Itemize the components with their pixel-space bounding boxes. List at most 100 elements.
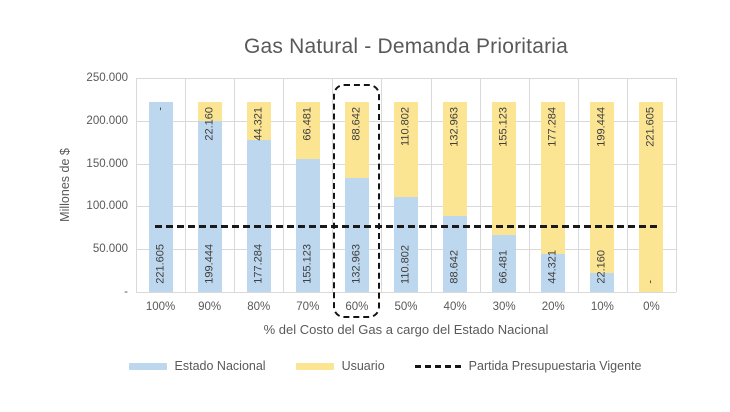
legend-item-estado-nacional: Estado Nacional [128,359,266,373]
y-tick-label: - [124,286,128,298]
legend-swatch-estado-nacional-icon [128,362,167,370]
gridline-vertical [626,78,628,292]
stacked-bar [590,102,615,292]
gridline-vertical [577,78,579,292]
gridline-vertical [381,78,383,292]
bar-column: 221.605 - [627,78,676,292]
bar-column: 132.963 88.642 [431,78,480,292]
plot-area: - 221.605 22.160 199.444 44.321 177.284 66.481… [136,78,677,293]
chart-title: Gas Natural - Demanda Prioritaria [243,35,569,58]
bar-column: - 221.605 [136,78,185,292]
data-label-estado-nacional: 155.123 [301,244,314,284]
y-tick-label: 250.000 [86,72,128,84]
stacked-bar [541,102,566,292]
data-label-estado-nacional: 199.444 [203,244,216,284]
stacked-bar [246,102,271,292]
gridline-vertical [283,78,285,292]
bar-segment-usuario [590,102,615,274]
data-label-usuario: 177.284 [546,107,559,148]
gridline-vertical [136,78,137,292]
data-label-usuario: 155.123 [497,107,510,148]
bar-segment-estado-nacional [590,273,615,292]
stacked-bar [639,102,664,292]
bar-column: 110.802 110.802 [381,78,430,292]
bar-column: 177.284 44.321 [529,78,578,292]
legend-label: Usuario [341,359,385,373]
legend: Estado Nacional Usuario Partida Presupuest… [85,359,685,373]
data-label-usuario: 199.444 [595,107,608,148]
bar-segment-usuario [246,102,271,141]
bar-segment-estado-nacional [541,254,566,292]
data-label-usuario: 132.963 [448,107,461,148]
x-tick-label: 50% [394,301,418,313]
data-label-estado-nacional: 22.160 [595,250,608,284]
legend-label: Partida Presupuestaria Vigente [468,359,642,373]
y-tick-label: 100.000 [86,200,128,213]
bar-segment-usuario [639,102,664,292]
legend-swatch-usuario-icon [295,362,334,370]
stacked-bar [344,102,369,292]
bar-segment-usuario [295,102,320,160]
data-label-usuario: 44.321 [252,107,265,141]
data-label-usuario: 66.481 [301,107,314,141]
stacked-bar [492,102,517,292]
bar-column: 44.321 177.284 [234,78,283,292]
bar-segment-estado-nacional [344,178,369,292]
data-label-usuario: 110.802 [399,107,412,147]
legend-label: Estado Nacional [174,359,266,373]
bar-segment-estado-nacional [393,197,418,292]
legend-item-partida-presupuestaria-vigente: Partida Presupuestaria Vigente [414,359,642,373]
data-label-usuario: 22.160 [203,107,216,141]
y-tick-label: 150.000 [86,157,128,170]
y-tick-label: 200.000 [86,114,128,127]
stacked-bar [197,102,222,292]
x-tick-label: 20% [541,301,565,313]
bar-segment-estado-nacional [197,121,222,292]
bar-segment-estado-nacional [492,235,517,292]
bar-segment-usuario [443,102,468,217]
data-label-estado-nacional: 221.605 [154,244,167,284]
gridline-horizontal [136,292,676,293]
gridline-vertical [528,78,530,292]
y-tick-label: 50.000 [92,243,128,256]
bar-column: 22.160 199.444 [185,78,234,292]
bar-segment-estado-nacional [246,140,271,292]
data-label-estado-nacional: 177.284 [252,244,265,284]
bar-segment-usuario [344,102,369,179]
bar-column: 66.481 155.123 [283,78,332,292]
x-tick-label: 80% [247,301,271,313]
bar-segment-estado-nacional [148,102,173,292]
x-tick-label: 60% [345,301,369,313]
data-label-estado-nacional: 110.802 [399,245,412,284]
gridline-vertical [185,78,187,292]
data-label-usuario: - [154,107,167,111]
stacked-bar [443,102,468,292]
data-label-estado-nacional: 66.481 [497,250,510,284]
legend-swatch-partida-presupuestaria-vigente-icon [414,364,461,368]
reference-line [154,225,658,229]
data-label-estado-nacional: 44.321 [546,250,559,284]
data-label-estado-nacional: - [644,280,657,284]
bar-segment-estado-nacional [443,216,468,292]
stacked-bar [393,102,418,292]
x-tick-label: 30% [492,301,516,313]
gridline-horizontal [136,78,676,79]
data-label-usuario: 221.605 [644,107,657,148]
x-axis-title: % del Costo del Gas a cargo del Estado N… [263,322,549,337]
gridline-vertical [332,78,334,292]
bar-column: 88.642 132.963 [332,78,381,292]
gridline-vertical [676,78,677,292]
gridline-vertical [479,78,481,292]
gridline-vertical [430,78,432,292]
gridline-vertical [234,78,236,292]
highlight-box [332,84,380,318]
x-tick-label: 10% [590,301,614,313]
bar-segment-usuario [197,102,222,122]
bar-segment-usuario [393,102,418,198]
stacked-bar [148,102,173,292]
bar-column: 199.444 22.160 [578,78,627,292]
x-tick-label: 0% [643,301,660,313]
bar-segment-usuario [492,102,517,236]
x-tick-label: 90% [198,301,222,313]
